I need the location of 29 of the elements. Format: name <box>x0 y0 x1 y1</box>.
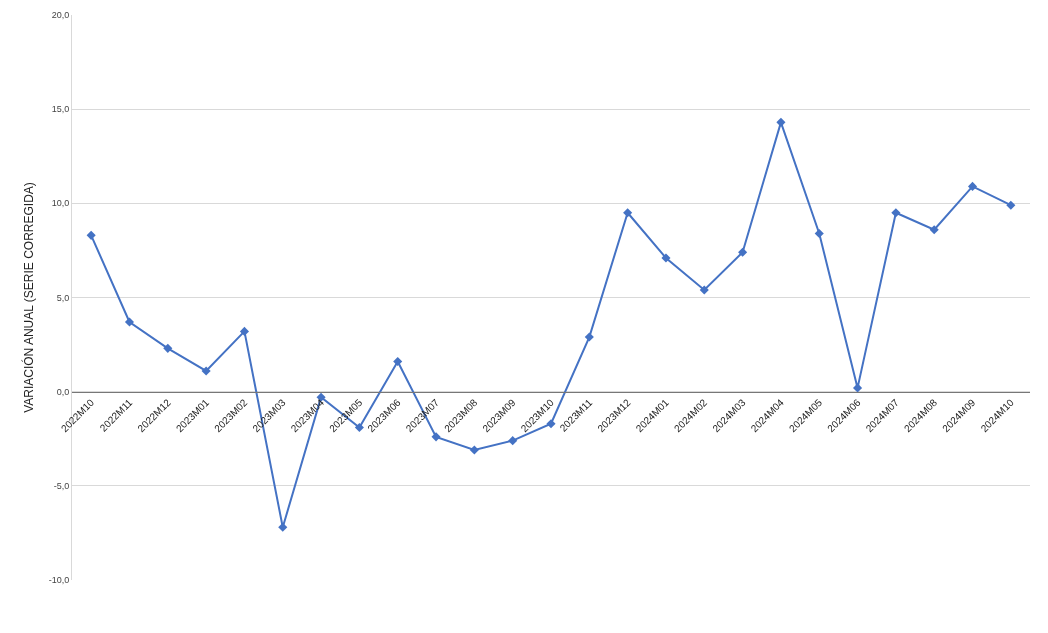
y-tick-label: 0,0 <box>56 386 70 397</box>
point <box>201 366 211 376</box>
point <box>776 117 786 127</box>
point <box>431 432 441 442</box>
point <box>891 208 901 218</box>
point <box>967 181 978 191</box>
point <box>239 326 249 336</box>
y-tick-label: -5,0 <box>53 480 70 491</box>
point <box>1006 200 1016 210</box>
point <box>929 225 939 235</box>
y-tick-label: -10,0 <box>48 575 70 586</box>
point <box>393 356 403 367</box>
y-tick-label: 15,0 <box>51 104 70 115</box>
point <box>124 317 135 327</box>
point <box>163 343 173 353</box>
point <box>584 332 594 342</box>
y-tick-label: 20,0 <box>51 10 70 21</box>
point <box>86 230 96 240</box>
y-tick-label: 5,0 <box>56 292 70 303</box>
point <box>853 383 863 393</box>
point <box>814 228 824 239</box>
point <box>623 208 633 218</box>
point <box>738 247 748 257</box>
point <box>508 436 518 446</box>
point <box>469 445 479 455</box>
y-axis-title: VARIACIÓN ANUAL (SERIE CORREGIDA) <box>20 182 36 413</box>
point <box>699 285 709 295</box>
y-tick-label: 10,0 <box>51 198 70 209</box>
point <box>661 253 671 263</box>
